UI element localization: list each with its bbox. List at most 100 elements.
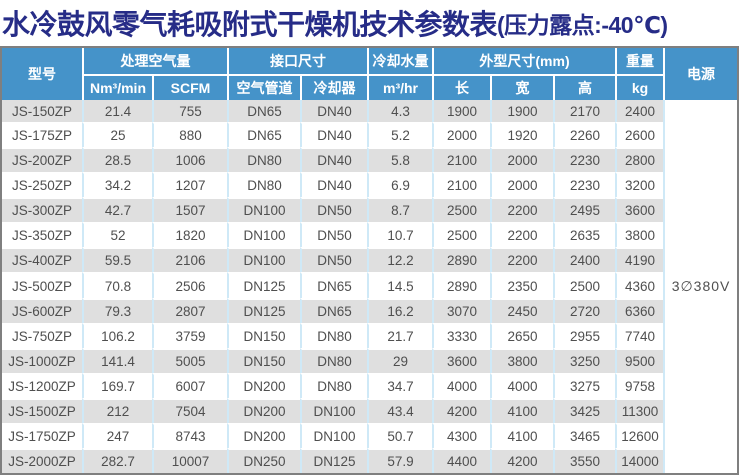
length-cell: 2000	[432, 122, 490, 148]
weight-cell: 3800	[615, 222, 664, 248]
scfm-cell: 2106	[152, 247, 227, 273]
water-flow-cell: 5.8	[367, 147, 432, 173]
width-cell: 2650	[490, 322, 553, 348]
weight-cell: 11300	[615, 397, 664, 423]
table-row: JS-600ZP 79.3 2807 DN125 DN65 16.2 3070 2450 272…	[2, 297, 737, 323]
model-cell: JS-500ZP	[2, 272, 82, 298]
height-cell: 2720	[553, 297, 616, 323]
col-header-length: 长	[432, 74, 490, 100]
nm3min-cell: 282.7	[82, 447, 152, 473]
length-cell: 2100	[432, 172, 490, 198]
col-header-kg: kg	[615, 74, 664, 100]
table-row: JS-150ZP 21.4 755 DN65 DN40 4.3 1900 1900 2170 24…	[2, 100, 738, 473]
length-cell: 2500	[432, 197, 490, 223]
water-flow-cell: 43.4	[367, 397, 432, 423]
scfm-cell: 2807	[152, 297, 227, 323]
weight-cell: 4360	[615, 272, 664, 298]
water-flow-cell: 12.2	[367, 247, 432, 273]
length-cell: 4300	[432, 422, 490, 448]
weight-cell: 3600	[615, 197, 664, 223]
length-cell: 4200	[432, 397, 490, 423]
model-cell: JS-1750ZP	[2, 422, 82, 448]
air-pipe-cell: DN100	[227, 197, 300, 223]
height-cell: 3250	[553, 347, 616, 373]
weight-cell: 2800	[615, 147, 664, 173]
model-cell: JS-150ZP	[2, 100, 82, 123]
model-cell: JS-350ZP	[2, 222, 82, 248]
col-header-weight-group: 重量	[615, 48, 664, 74]
weight-cell: 9758	[615, 372, 664, 398]
col-header-scfm: SCFM	[152, 74, 227, 100]
scfm-cell: 2506	[152, 272, 227, 298]
length-cell: 2890	[432, 247, 490, 273]
model-cell: JS-600ZP	[2, 297, 82, 323]
col-header-nm3min: Nm³/min	[82, 74, 152, 100]
weight-cell: 7740	[615, 322, 664, 348]
col-header-m3hr: m³/hr	[367, 74, 432, 100]
cooler-cell: DN40	[300, 147, 367, 173]
scfm-cell: 7504	[152, 397, 227, 423]
table-row: JS-200ZP 28.5 1006 DN80 DN40 5.8 2100 2000 2230 2…	[2, 147, 737, 173]
air-pipe-cell: DN200	[227, 372, 300, 398]
length-cell: 3330	[432, 322, 490, 348]
water-flow-cell: 57.9	[367, 447, 432, 473]
water-flow-cell: 21.7	[367, 322, 432, 348]
width-cell: 1920	[490, 122, 553, 148]
height-cell: 3465	[553, 422, 616, 448]
height-cell: 2230	[553, 147, 616, 173]
air-pipe-cell: DN125	[227, 297, 300, 323]
table-body: JS-150ZP 21.4 755 DN65 DN40 4.3 1900 1900 2170 24…	[2, 100, 738, 473]
scfm-cell: 1820	[152, 222, 227, 248]
cooler-cell: DN80	[300, 372, 367, 398]
nm3min-cell: 247	[82, 422, 152, 448]
scfm-cell: 3759	[152, 322, 227, 348]
weight-cell: 2400	[615, 100, 664, 123]
width-cell: 2200	[490, 222, 553, 248]
length-cell: 4000	[432, 372, 490, 398]
water-flow-cell: 34.7	[367, 372, 432, 398]
scfm-cell: 6007	[152, 372, 227, 398]
nm3min-cell: 28.5	[82, 147, 152, 173]
nm3min-cell: 59.5	[82, 247, 152, 273]
width-cell: 2000	[490, 172, 553, 198]
nm3min-cell: 212	[82, 397, 152, 423]
model-cell: JS-750ZP	[2, 322, 82, 348]
cooler-cell: DN125	[300, 447, 367, 473]
height-cell: 2495	[553, 197, 616, 223]
length-cell: 2100	[432, 147, 490, 173]
length-cell: 4400	[432, 447, 490, 473]
page-title: 水冷鼓风零气耗吸附式干燥机技术参数表 (压力露点:-40℃)	[0, 0, 740, 46]
weight-cell: 6360	[615, 297, 664, 323]
model-cell: JS-400ZP	[2, 247, 82, 273]
cooler-cell: DN40	[300, 100, 367, 123]
table-row: JS-400ZP 59.5 2106 DN100 DN50 12.2 2890 2200 240…	[2, 247, 737, 273]
nm3min-cell: 42.7	[82, 197, 152, 223]
scfm-cell: 880	[152, 122, 227, 148]
col-header-power: 电源	[663, 48, 738, 100]
table-row: JS-500ZP 70.8 2506 DN125 DN65 14.5 2890 2350 250…	[2, 272, 737, 298]
cooler-cell: DN50	[300, 222, 367, 248]
weight-cell: 9500	[615, 347, 664, 373]
height-cell: 2635	[553, 222, 616, 248]
nm3min-cell: 21.4	[82, 100, 152, 123]
table-row: JS-300ZP 42.7 1507 DN100 DN50 8.7 2500 2200 2495…	[2, 197, 737, 223]
model-cell: JS-300ZP	[2, 197, 82, 223]
width-cell: 4100	[490, 422, 553, 448]
table-row: JS-1750ZP 247 8743 DN200 DN100 50.7 4300 4100 34…	[2, 422, 737, 448]
scfm-cell: 755	[152, 100, 227, 123]
length-cell: 3600	[432, 347, 490, 373]
scfm-cell: 1207	[152, 172, 227, 198]
spec-table: 型号 处理空气量 接口尺寸 冷却水量 外型尺寸(mm) 重量 电源 Nm³/mi…	[0, 46, 740, 475]
weight-cell: 4190	[615, 247, 664, 273]
scfm-cell: 10007	[152, 447, 227, 473]
col-header-model: 型号	[2, 48, 82, 100]
width-cell: 2200	[490, 247, 553, 273]
cooler-cell: DN50	[300, 197, 367, 223]
header-row-units: Nm³/min SCFM 空气管道 冷却器 m³/hr 长 宽 高 kg	[2, 74, 737, 100]
model-cell: JS-2000ZP	[2, 447, 82, 473]
air-pipe-cell: DN150	[227, 322, 300, 348]
water-flow-cell: 16.2	[367, 297, 432, 323]
page-title-suffix: (压力露点:-40℃)	[497, 12, 668, 38]
table-row: JS-750ZP 106.2 3759 DN150 DN80 21.7 3330 2650 29…	[2, 322, 737, 348]
table-row: JS-1500ZP 212 7504 DN200 DN100 43.4 4200 4100 34…	[2, 397, 737, 423]
